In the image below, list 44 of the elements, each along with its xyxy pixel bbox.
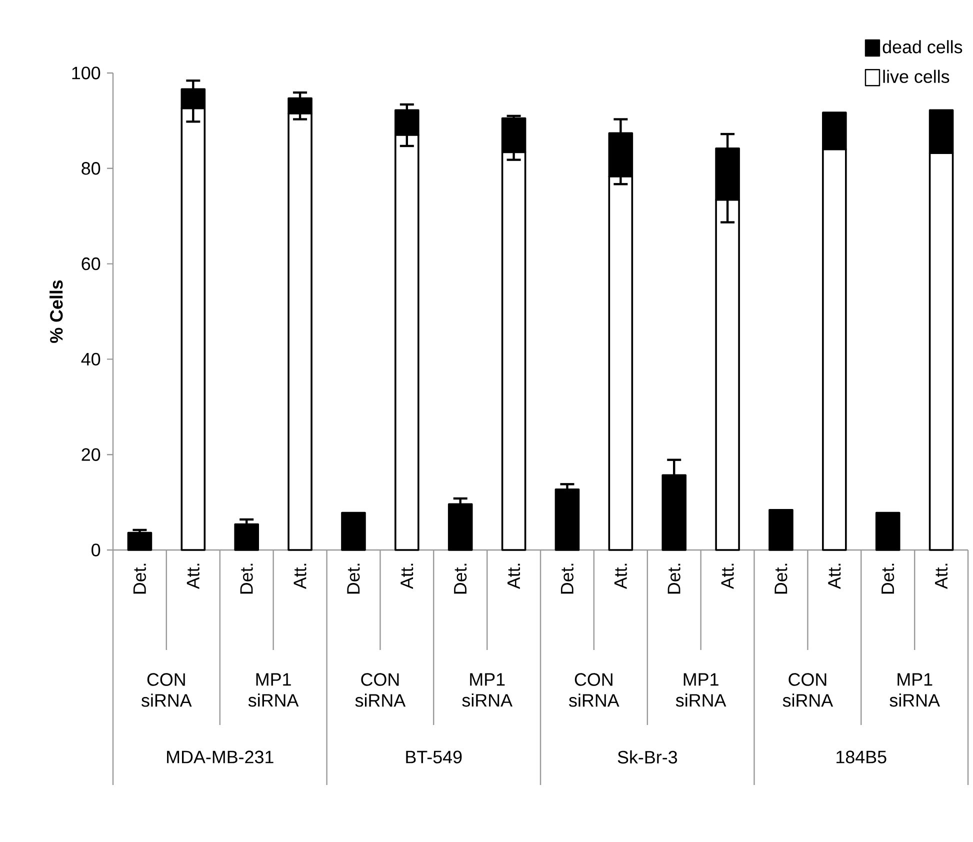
x-tick-label: Det. bbox=[133, 564, 146, 594]
text: MP1 siRNA bbox=[462, 673, 512, 707]
legend-label: dead cells bbox=[882, 40, 962, 54]
x-tick-label: Att. bbox=[614, 564, 627, 590]
x-tick-label: Att. bbox=[186, 564, 200, 590]
x-tick-label: Det. bbox=[347, 564, 360, 594]
bar bbox=[341, 512, 366, 551]
x-tick-label: Att. bbox=[400, 564, 414, 590]
x-tick-label: Det. bbox=[774, 564, 788, 594]
text: MDA-MB-231 bbox=[167, 750, 274, 764]
x-tick-label: Det. bbox=[882, 564, 894, 594]
text: CON siRNA bbox=[782, 673, 834, 707]
x-tick-label: Att. bbox=[508, 564, 520, 590]
text: MP1 siRNA bbox=[248, 673, 299, 707]
x-tick-label: Det. bbox=[454, 564, 467, 594]
text: BT-549 bbox=[406, 750, 462, 764]
y-tick-label: 80 bbox=[82, 162, 100, 175]
x-tick-label: Det. bbox=[560, 564, 574, 594]
x-tick-label: Att. bbox=[294, 564, 306, 590]
text: 184B5 bbox=[836, 750, 886, 764]
bar bbox=[768, 509, 794, 551]
text: CON siRNA bbox=[355, 673, 406, 707]
y-tick-label: 0 bbox=[92, 544, 100, 556]
text: MP1 siRNA bbox=[676, 673, 726, 707]
x-tick-label: Det. bbox=[240, 564, 253, 594]
bar bbox=[127, 532, 152, 551]
y-tick-label: 40 bbox=[81, 352, 100, 366]
x-tick-label: Det. bbox=[668, 564, 680, 594]
text: Sk-Br-3 bbox=[618, 750, 678, 764]
bar bbox=[234, 523, 259, 551]
y-axis-title: % Cells bbox=[50, 280, 63, 343]
legend-label: live cells bbox=[883, 70, 950, 83]
x-tick-label: Att. bbox=[935, 564, 948, 590]
text: MP1 siRNA bbox=[890, 673, 940, 707]
bar bbox=[875, 512, 900, 551]
text: CON siRNA bbox=[569, 673, 620, 707]
y-tick-label: 20 bbox=[82, 448, 100, 461]
bar bbox=[448, 503, 473, 551]
text: CON siRNA bbox=[141, 673, 192, 707]
x-tick-label: Att. bbox=[828, 564, 841, 590]
y-tick-label: 100 bbox=[72, 66, 100, 80]
bar bbox=[554, 488, 580, 551]
y-tick-label: 60 bbox=[82, 257, 100, 270]
x-tick-label: Att. bbox=[721, 564, 734, 590]
